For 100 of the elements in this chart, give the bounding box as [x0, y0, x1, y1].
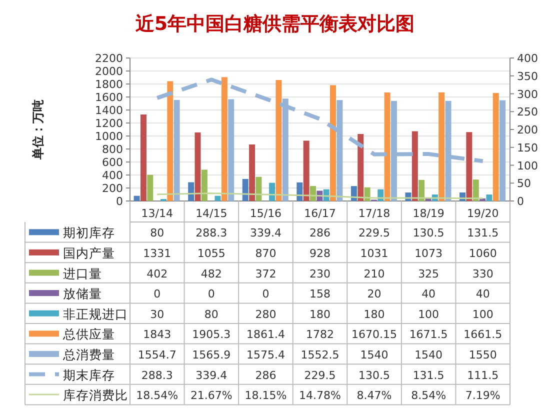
y-tick-label: 400 [102, 169, 123, 182]
bar [500, 100, 506, 201]
data-label: 1861.4 [246, 328, 285, 342]
data-label: 1552.5 [300, 348, 340, 362]
x-tick-label: 19/20 [467, 207, 499, 220]
legend-label: 非正规进口 [63, 306, 128, 322]
data-label: 1550 [468, 348, 497, 362]
y2-tick-label: 150 [517, 141, 538, 154]
y-tick-label: 1400 [95, 104, 123, 117]
bar [194, 132, 201, 201]
legend-label: 放储量 [63, 286, 102, 302]
data-label: 100 [472, 308, 494, 321]
y-tick-label: 1800 [95, 78, 123, 91]
data-label: 230 [310, 267, 330, 280]
data-label: 130.5 [412, 226, 444, 240]
bar [201, 170, 208, 201]
bar [438, 92, 445, 201]
data-label: 1331 [143, 246, 172, 260]
data-label: 0 [262, 288, 270, 301]
data-label: 0 [208, 288, 215, 301]
data-label: 339.4 [196, 368, 228, 382]
data-label: 40 [476, 288, 490, 301]
bar [425, 198, 432, 201]
data-label: 286 [255, 368, 276, 382]
data-label: 339.4 [250, 226, 282, 240]
y-tick-label: 1600 [95, 91, 123, 104]
data-label: 80 [150, 226, 164, 240]
data-label: 0 [154, 288, 161, 301]
y2-tick-label: 0 [517, 195, 524, 208]
y2-tick-label: 300 [517, 88, 538, 101]
bar [140, 114, 146, 201]
y-tick-label: 200 [102, 182, 123, 195]
y2-tick-label: 50 [517, 177, 531, 190]
y2-tick-label: 250 [517, 106, 538, 119]
bar [303, 140, 310, 201]
data-label: 8.47% [356, 389, 392, 402]
bar [350, 186, 357, 201]
bar [276, 80, 282, 201]
bar [336, 100, 343, 201]
bar [214, 196, 221, 201]
data-label: 1031 [360, 246, 388, 260]
data-label: 330 [472, 267, 494, 280]
data-label: 870 [255, 246, 276, 260]
x-tick-label: 15/16 [250, 207, 282, 220]
data-label: 1670.15 [352, 328, 398, 342]
bar [296, 182, 303, 201]
data-label: 1540 [360, 348, 388, 362]
data-label: 131.5 [467, 226, 499, 240]
data-label: 288.3 [141, 368, 173, 382]
bar [269, 182, 276, 201]
y-tick-label: 1200 [95, 117, 123, 130]
bar [242, 178, 248, 201]
data-label: 1055 [197, 246, 226, 260]
legend-label: 进口量 [63, 266, 102, 281]
bar [492, 93, 499, 201]
x-tick-label: 16/17 [304, 207, 336, 220]
data-label: 372 [255, 267, 276, 280]
data-label: 7.19% [465, 389, 500, 402]
data-label: 100 [418, 308, 440, 321]
data-label: 131.5 [412, 368, 444, 382]
y-tick-label: 800 [102, 143, 123, 156]
data-label: 229.5 [304, 368, 336, 382]
legend-label: 期初库存 [63, 225, 115, 240]
data-label: 1073 [414, 246, 443, 260]
data-label: 20 [367, 288, 382, 301]
data-label: 18.54% [136, 389, 178, 402]
data-label: 1060 [468, 246, 497, 260]
data-label: 130.5 [358, 368, 390, 382]
bar [256, 176, 262, 201]
data-label: 40 [422, 288, 436, 301]
y-tick-label: 1000 [95, 130, 123, 143]
y-tick-label: 2200 [95, 52, 123, 65]
legend-label: 总供应量 [62, 326, 115, 342]
data-label: 21.67% [190, 389, 232, 402]
y2-tick-label: 350 [517, 70, 538, 83]
y-axis-title: 单位：万吨 [31, 100, 45, 160]
bar [167, 81, 174, 201]
y-tick-label: 600 [102, 156, 123, 169]
y2-tick-label: 400 [517, 52, 538, 65]
bar [228, 99, 234, 201]
data-label: 1540 [414, 348, 443, 362]
x-tick-label: 13/14 [141, 207, 173, 220]
y-tick-label: 0 [116, 195, 123, 208]
data-label: 80 [204, 308, 218, 321]
data-label: 229.5 [358, 226, 390, 240]
bar [282, 98, 288, 201]
data-label: 158 [310, 288, 330, 301]
data-label: 8.54% [411, 389, 446, 402]
data-label: 928 [310, 246, 330, 260]
data-label: 180 [364, 308, 385, 321]
bar [134, 196, 140, 201]
y2-tick-label: 100 [517, 159, 538, 172]
data-label: 210 [364, 267, 385, 280]
data-label: 14.78% [299, 389, 341, 402]
data-label: 402 [146, 267, 168, 280]
data-label: 1554.7 [138, 348, 176, 362]
chart-title: 近5年中国白糖供需平衡表对比图 [134, 13, 415, 35]
bar [174, 100, 180, 201]
y-tick-label: 2000 [95, 65, 123, 78]
data-label: 30 [150, 308, 164, 321]
